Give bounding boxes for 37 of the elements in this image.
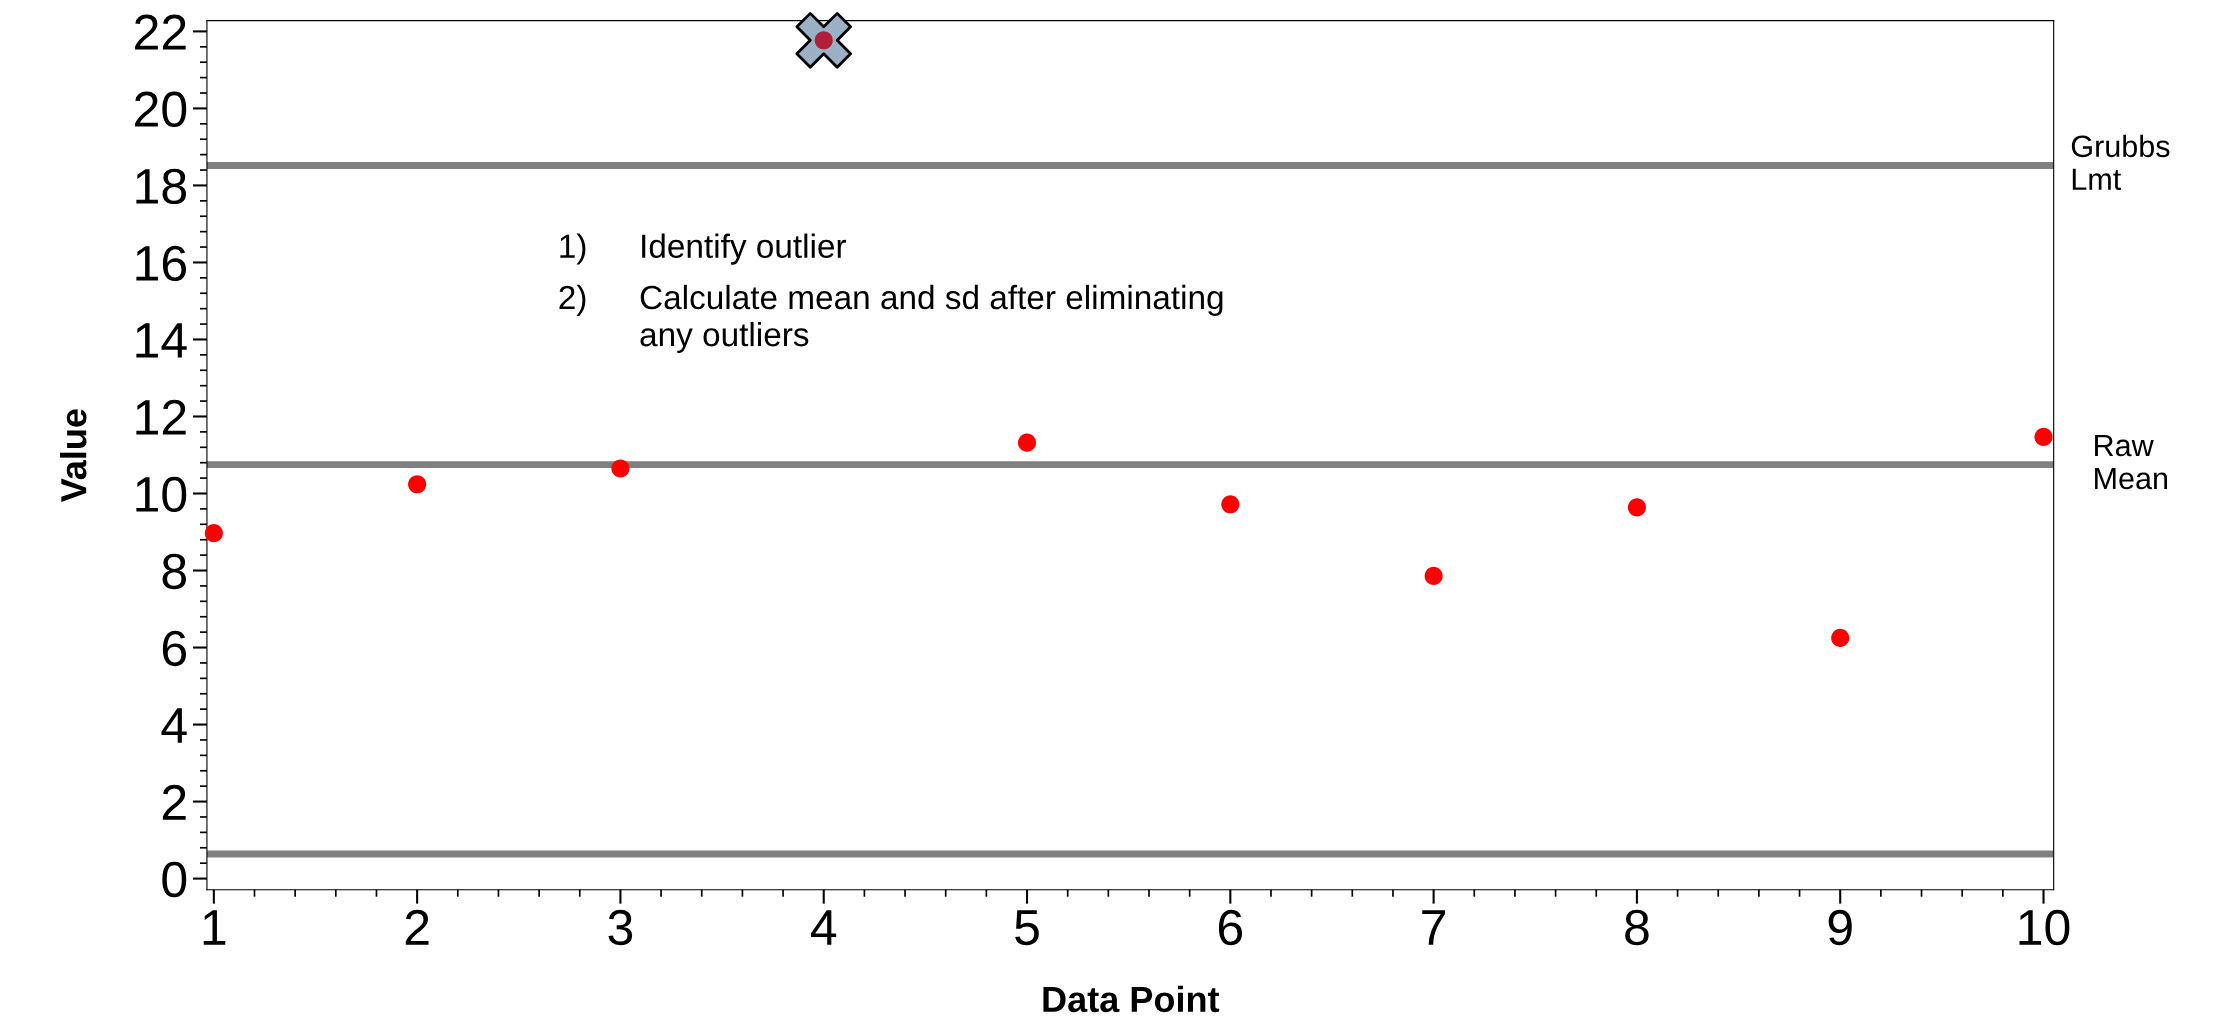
y-tick-label: 16 [136,245,186,282]
x-tick-label: 5 [1015,910,1039,946]
x-tick-label: 3 [608,909,633,946]
y-tick-label: 4 [161,708,187,743]
text: 1) Identify outlier [560,233,847,265]
x-tick-label: 10 [2019,909,2070,946]
point [1831,628,1850,647]
point [408,475,427,494]
text: 2) Calculate mean and sd after eliminating any outliers [559,284,1223,354]
point [1221,495,1240,514]
y-axis-title: Value [60,409,87,503]
y-tick-label: 12 [136,399,186,435]
point [204,524,223,543]
y-tick-label: 6 [162,630,186,667]
point [1627,498,1646,517]
x-tick-label: 7 [1422,910,1446,945]
x-tick-label: 8 [1625,909,1649,946]
y-tick-label: 8 [162,553,186,590]
x-tick-label: 4 [810,910,837,945]
ref-line-label: Raw Mean [2095,435,2168,490]
y-tick-label: 10 [136,476,187,513]
x-tick-label: 1 [203,910,226,945]
y-tick-label: 18 [136,168,187,205]
y-tick-label: 2 [162,784,186,820]
point [1424,566,1443,585]
point [611,459,630,478]
x-tick-label: 6 [1218,909,1243,946]
x-tick-label: 2 [405,909,429,945]
y-tick-label: 22 [135,14,186,50]
y-tick-label: 20 [135,91,187,128]
y-tick-label: 0 [162,861,187,898]
y-tick-label: 14 [136,323,187,358]
x-tick-label: 9 [1828,909,1852,946]
point [2034,427,2053,446]
ref-line-label: Grubbs Lmt [2071,134,2170,191]
point [1017,433,1037,452]
x-axis-title: Data Point [1043,985,1220,1013]
